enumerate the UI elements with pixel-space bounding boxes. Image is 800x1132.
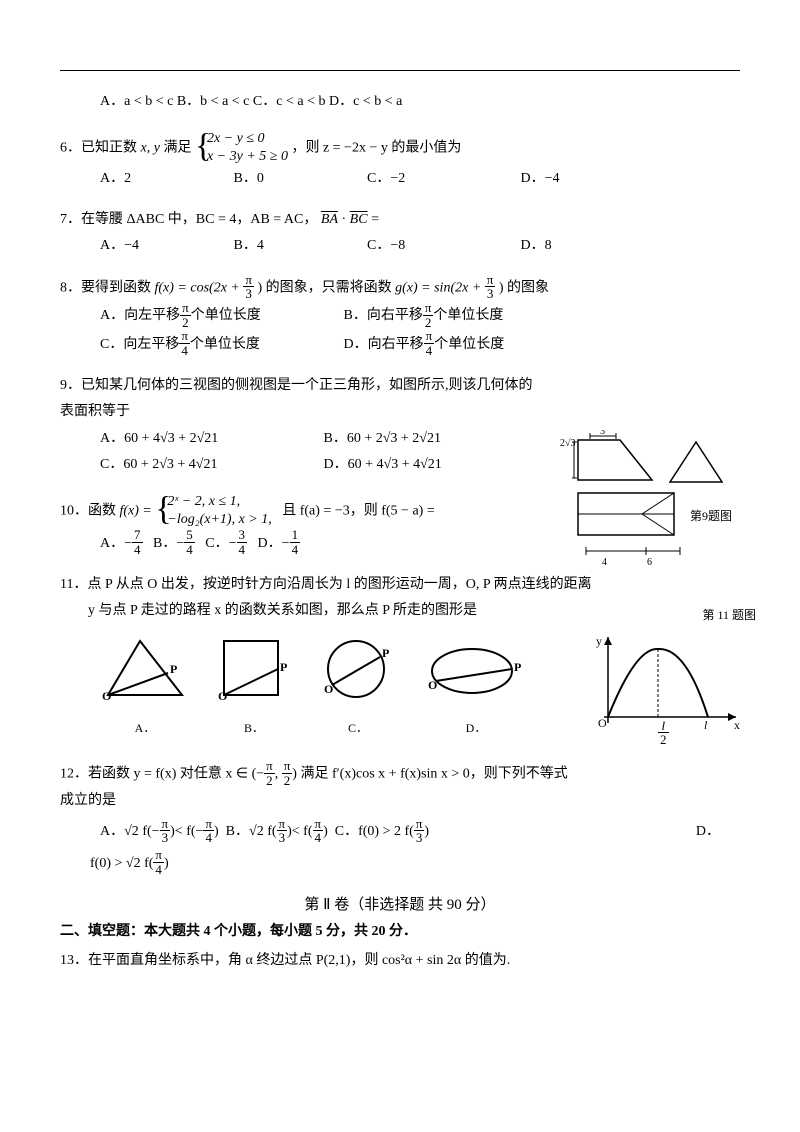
q10-opt-a: A．−74 (100, 529, 143, 557)
q5-opt-c: C．c < a < b (253, 89, 326, 116)
top-rule (60, 70, 740, 71)
q10-opt-c: C．−34 (205, 529, 247, 557)
q9-dim6: 6 (647, 557, 652, 568)
q9-dim4: 4 (602, 557, 607, 568)
q10-sys: 2ˣ − 2, x ≤ 1, −log₂(x+1), x > 1, (155, 493, 271, 529)
q10-a: 10．函数 (60, 503, 120, 518)
q11-shape-d: O P D． (426, 641, 526, 740)
q8-c: ) 的图象 (499, 280, 549, 295)
q9-label: 第9题图 (690, 507, 732, 524)
svg-text:3: 3 (600, 430, 605, 437)
q9-stem: 9．已知某几何体的三视图的侧视图是一个正三角形，如图所示,则该几何体的表面积等于 (60, 378, 533, 420)
q11-shape-b: O P B． (218, 635, 290, 740)
circle-icon: O P (318, 635, 398, 701)
q10-opt-d: D．−14 (258, 529, 301, 557)
q6-post: ，则 z = −2x − y 的最小值为 (291, 140, 461, 155)
q8-pi3-1: π3 (243, 273, 254, 301)
q8-gx: g(x) = sin(2x + (395, 280, 485, 295)
q12-opt-b: B．√2 f(π3) < f(π4) (226, 815, 328, 849)
q9-d: D．60 + 4√3 + 4√21 (324, 452, 442, 479)
svg-text:O: O (598, 716, 607, 730)
q6-b: B．0 (234, 166, 364, 193)
q7-vec: BA (321, 212, 338, 227)
q8-opt-a: A．向左平移 π2 个单位长度 (100, 302, 340, 330)
q10-b: 且 f(a) = −3，则 f(5 − a) = (282, 503, 434, 518)
svg-text:O: O (102, 689, 111, 701)
q8-pi3-2: π3 (485, 273, 496, 301)
q5-options: A．a < b < c B．b < a < c C．c < a < b D．c … (60, 89, 740, 116)
q9-a: A．60 + 4√3 + 2√21 (100, 426, 320, 453)
svg-text:O: O (218, 689, 227, 701)
q6-vars: x, y (141, 140, 160, 155)
q7: 7．在等腰 ΔABC 中，BC = 4，AB = AC， BA · BC = A… (60, 207, 740, 260)
svg-text:O: O (324, 682, 333, 696)
q6-d: D．−4 (521, 166, 560, 193)
q7-stem: 7．在等腰 ΔABC 中，BC = 4，AB = AC， (60, 212, 317, 227)
q10-fx: f(x) = (120, 503, 156, 518)
q8-fx: f(x) = cos(2x + (155, 280, 244, 295)
q12: 12．若函数 y = f(x) 对任意 x ∈ (−π2, π2) 满足 f′(… (60, 760, 740, 879)
q12-opt-d: f(0) > √2 f(π4) (60, 849, 740, 880)
q6-sys2: x − 3y + 5 ≥ 0 (207, 148, 288, 166)
q5-opt-b: B．b < a < c (177, 89, 250, 116)
q6-pre: 6．已知正数 (60, 140, 141, 155)
ellipse-icon: O P (426, 641, 526, 701)
square-icon: O P (218, 635, 290, 701)
svg-text:x: x (734, 718, 740, 732)
q12-opt-c: C．f(0) > 2 f(π3) (335, 815, 429, 849)
q8-a: 8．要得到函数 (60, 280, 155, 295)
q12-c: ) 满足 f′(x)cos x + f(x)sin x > 0，则下列不等式 (292, 767, 568, 782)
q12-opt-a: A．√2 f(−π3) < f(−π4) (100, 815, 219, 849)
q7-c: C．−8 (367, 233, 517, 260)
q11-fig-label: 第 11 题图 (586, 606, 756, 623)
q13: 13．在平面直角坐标系中，角 α 终边过点 P(2,1)，则 cos²α + s… (60, 948, 740, 975)
q5-opt-a: A．a < b < c (100, 89, 173, 116)
q6: 6．已知正数 x, y 满足 2x − y ≤ 0 x − 3y + 5 ≥ 0… (60, 130, 740, 193)
q8-opt-b: B．向右平移 π2 个单位长度 (344, 302, 504, 330)
q7-a: A．−4 (100, 233, 230, 260)
q9-top-view (572, 487, 682, 543)
q12-d: 成立的是 (60, 788, 740, 815)
svg-text:l: l (704, 718, 708, 732)
q12-opt-d-label: D． (696, 815, 720, 849)
q11-shape-a: O P A． (100, 635, 190, 740)
q11-shape-c: O P C． (318, 635, 398, 740)
q6-mid: 满足 (160, 140, 195, 155)
svg-text:P: P (280, 660, 287, 674)
q11-stem1: 11．点 P 从点 O 出发，按逆时针方向沿周长为 l 的图形运动一周，O, P… (60, 572, 740, 599)
q6-c: C．−2 (367, 166, 517, 193)
fill-head: 二、填空题：本大题共 4 个小题，每小题 5 分，共 20 分． (60, 920, 740, 940)
q6-sys1: 2x − y ≤ 0 (207, 130, 288, 148)
q9-dim-2r3: 2√3 (560, 438, 752, 449)
q8: 8．要得到函数 f(x) = cos(2x + π3 ) 的图象，只需将函数 g… (60, 274, 740, 359)
q8-opt-d: D．向右平移 π4 个单位长度 (344, 330, 505, 358)
triangle-icon: O P (100, 635, 190, 701)
q11-graph: 第 11 题图 O y x l l2 (586, 606, 756, 742)
section-2-title: 第 Ⅱ 卷（非选择题 共 90 分） (60, 893, 740, 914)
svg-text:P: P (382, 646, 389, 660)
q9-b: B．60 + 2√3 + 2√21 (324, 426, 442, 453)
q12-a: 12．若函数 y = f(x) 对任意 x ∈ (− (60, 767, 264, 782)
q11-tick-l2: l2 (658, 720, 669, 748)
q13-stem: 13．在平面直角坐标系中，角 α 终边过点 P(2,1)，则 cos²α + s… (60, 953, 510, 968)
q9-c: C．60 + 2√3 + 4√21 (100, 452, 320, 479)
svg-text:O: O (428, 678, 437, 692)
q8-opt-c: C．向左平移 π4 个单位长度 (100, 330, 340, 358)
svg-text:y: y (596, 634, 602, 648)
svg-text:P: P (170, 662, 177, 676)
q7-b: B．4 (234, 233, 364, 260)
q5-opt-d: D．c < b < a (329, 89, 402, 116)
svg-text:P: P (514, 660, 521, 674)
q7-vec2: BC (350, 212, 368, 227)
q9-dim-line (584, 545, 684, 557)
q6-system: 2x − y ≤ 0 x − 3y + 5 ≥ 0 (195, 130, 288, 166)
q9-figures: 3 2√3 第9题图 4 6 (572, 430, 764, 568)
q7-d: D．8 (521, 233, 552, 260)
q8-b: ) 的图象，只需将函数 (257, 280, 395, 295)
